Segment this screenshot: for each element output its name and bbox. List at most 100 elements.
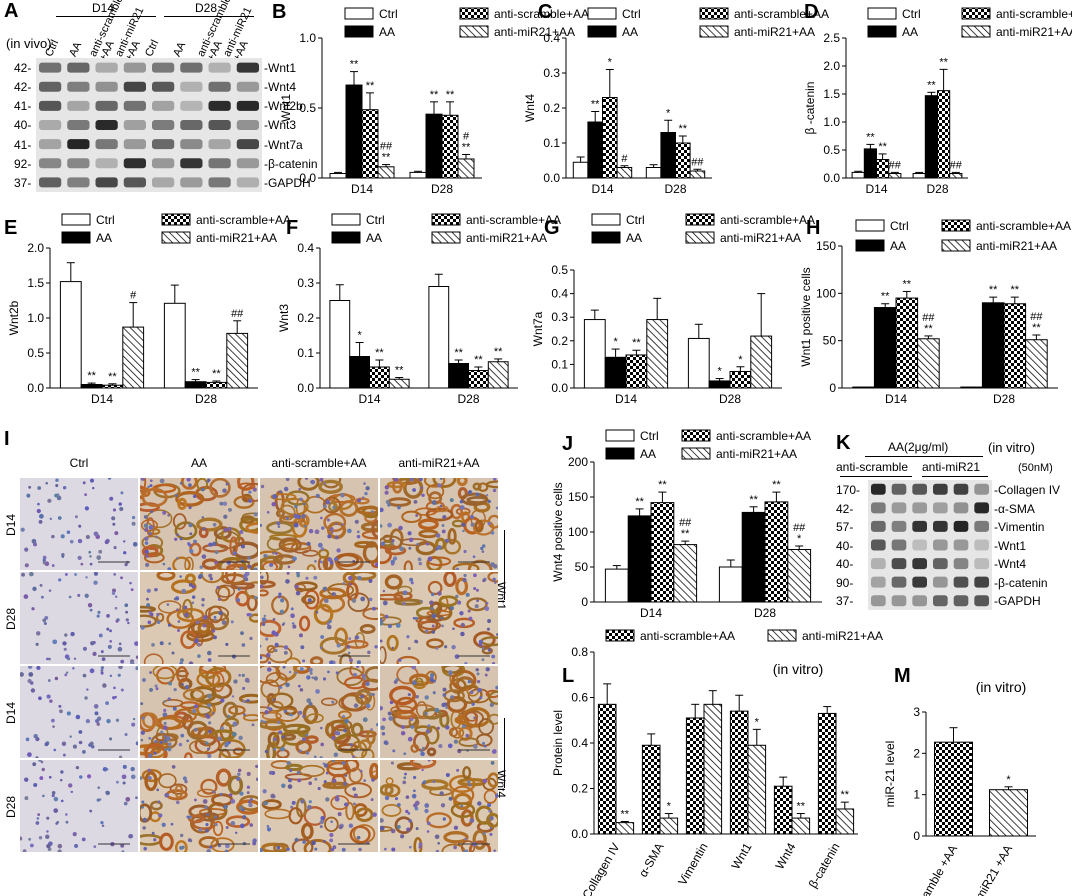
blot-band xyxy=(912,576,927,588)
nucleus xyxy=(325,499,331,505)
nucleus xyxy=(465,592,470,597)
nucleus xyxy=(437,842,440,845)
nucleus xyxy=(46,830,49,833)
nucleus xyxy=(271,630,277,636)
nucleus xyxy=(208,729,212,734)
mw-marker: 92- xyxy=(14,156,32,171)
nucleus xyxy=(279,609,285,615)
nucleus xyxy=(195,620,200,624)
nucleus xyxy=(124,562,128,567)
nucleus xyxy=(464,662,468,664)
nucleus xyxy=(456,768,460,772)
nucleus xyxy=(58,578,62,582)
nucleus xyxy=(52,725,55,728)
nucleus xyxy=(329,832,334,838)
nucleus xyxy=(77,555,82,561)
legend-label: AA xyxy=(626,231,642,245)
nucleus xyxy=(148,736,152,740)
stain-structure xyxy=(438,595,459,607)
stain-structure xyxy=(187,814,205,824)
treatment-line xyxy=(865,456,983,457)
nucleus xyxy=(247,800,251,804)
stain-structure xyxy=(345,639,369,649)
nucleus xyxy=(193,727,198,732)
nucleus xyxy=(285,517,289,520)
y-tick-label: 0.1 xyxy=(543,136,560,150)
nucleus xyxy=(149,671,152,674)
nucleus xyxy=(249,797,253,801)
nucleus xyxy=(401,725,406,729)
nucleus xyxy=(124,733,128,737)
stain-structure xyxy=(144,771,158,792)
nucleus xyxy=(372,606,376,611)
bar xyxy=(641,744,661,835)
nucleus xyxy=(80,562,84,566)
nucleus xyxy=(272,698,275,702)
nucleus xyxy=(442,687,447,692)
nucleus xyxy=(349,658,353,663)
y-tick-label: 100 xyxy=(816,286,836,300)
mw-marker: 40- xyxy=(14,118,32,133)
nucleus xyxy=(161,822,166,827)
stain-structure xyxy=(159,832,174,851)
band-label: -Wnt1 xyxy=(994,538,1027,553)
nucleus xyxy=(298,749,302,753)
stain-structure xyxy=(301,822,314,840)
blot-band xyxy=(39,100,62,111)
nucleus xyxy=(272,551,275,555)
nucleus xyxy=(151,831,155,835)
nucleus xyxy=(463,849,467,852)
bar xyxy=(863,148,877,179)
nucleus xyxy=(198,828,203,832)
significance-mark: ** xyxy=(866,131,875,143)
nucleus xyxy=(487,803,492,808)
nucleus xyxy=(463,573,467,578)
x-tick-label: D28 xyxy=(719,392,741,406)
stain-structure xyxy=(324,816,339,833)
nucleus xyxy=(383,847,387,851)
nucleus xyxy=(493,581,497,584)
nucleus xyxy=(403,752,407,756)
band-label: -Collagen IV xyxy=(994,483,1061,497)
nucleus xyxy=(171,651,175,655)
nucleus xyxy=(313,575,318,580)
nucleus xyxy=(42,794,45,798)
mw-marker: 42- xyxy=(836,501,854,516)
stain-structure xyxy=(140,614,158,628)
nucleus xyxy=(131,515,136,520)
nucleus xyxy=(184,779,188,784)
blot-band xyxy=(974,576,989,588)
bar xyxy=(597,703,617,835)
stain-structure xyxy=(317,548,330,559)
nucleus xyxy=(452,627,455,631)
nucleus xyxy=(90,641,95,646)
nucleus xyxy=(242,686,246,690)
nucleus xyxy=(424,629,429,633)
blot-band xyxy=(123,62,146,73)
band-label: -Wnt4 xyxy=(994,557,1027,572)
nucleus xyxy=(197,642,201,647)
significance-mark: * xyxy=(666,107,671,119)
stain-structure xyxy=(217,585,231,602)
blot-band xyxy=(67,177,90,188)
blot-band xyxy=(933,502,948,514)
nucleus xyxy=(278,592,282,596)
nucleus xyxy=(322,586,328,592)
blot-band xyxy=(67,81,90,92)
nucleus xyxy=(168,681,173,686)
nucleus xyxy=(51,794,55,798)
nucleus xyxy=(412,616,416,620)
nucleus xyxy=(272,737,277,742)
nucleus xyxy=(472,555,476,559)
legend-label: anti-miR21+AA xyxy=(466,231,547,245)
nucleus xyxy=(402,780,407,785)
stain-structure xyxy=(157,600,182,614)
stain-structure xyxy=(468,840,492,852)
nucleus xyxy=(73,843,79,849)
nucleus xyxy=(148,776,152,780)
nucleus xyxy=(315,493,320,499)
nucleus xyxy=(162,725,168,731)
nucleus xyxy=(299,497,303,502)
nucleus xyxy=(46,816,50,820)
legend-label: AA xyxy=(379,25,395,39)
